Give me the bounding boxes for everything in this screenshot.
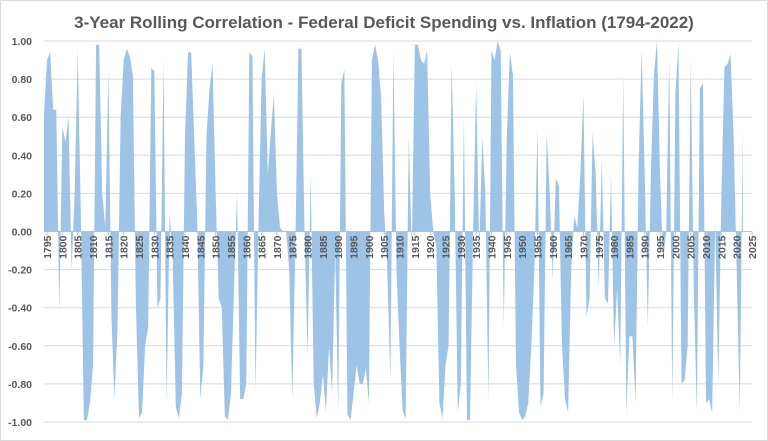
x-tick-label: 1870 [272, 235, 284, 259]
y-tick-label: -1.00 [8, 417, 32, 429]
x-tick-label: 1955 [532, 235, 544, 259]
x-tick-label: 1855 [226, 235, 238, 259]
x-tick-label: 1865 [257, 235, 269, 259]
x-tick-label: 1995 [655, 235, 667, 259]
x-tick-label: 1795 [42, 235, 54, 259]
x-tick-label: 1980 [609, 235, 621, 259]
y-tick-label: 0.80 [12, 74, 33, 86]
x-tick-label: 1800 [57, 235, 69, 259]
x-tick-label: 2005 [686, 235, 698, 259]
x-tick-label: 1885 [318, 235, 330, 259]
x-axis-ticks: 1795 1800 1805 1810 1815 1820 1825 1830 1835 1840… [42, 231, 759, 259]
x-tick-label: 1820 [119, 235, 131, 259]
x-tick-label: 1965 [563, 235, 575, 259]
x-tick-label: 1810 [88, 235, 100, 259]
x-tick-label: 1860 [241, 235, 253, 259]
y-tick-label: 1.00 [12, 36, 33, 48]
y-tick-label: 0.60 [12, 112, 33, 124]
x-tick-label: 1830 [149, 235, 161, 259]
x-tick-label: 2000 [670, 235, 682, 259]
correlation-area [44, 41, 743, 421]
x-tick-label: 1935 [471, 235, 483, 259]
x-tick-label: 1985 [624, 235, 636, 259]
x-tick-label: 1805 [73, 235, 85, 259]
chart-title: 3-Year Rolling Correlation - Federal Def… [74, 13, 694, 32]
x-tick-label: 1970 [578, 235, 590, 259]
x-tick-label: 1945 [502, 235, 514, 259]
x-tick-label: 1905 [379, 235, 391, 259]
y-tick-label: -0.80 [8, 379, 32, 391]
x-tick-label: 1910 [395, 235, 407, 259]
y-tick-label: -0.20 [8, 265, 32, 277]
x-tick-label: 1940 [486, 235, 498, 259]
x-tick-label: 1835 [165, 235, 177, 259]
x-tick-label: 2020 [732, 235, 744, 259]
y-tick-label: 0.20 [12, 188, 33, 200]
x-tick-label: 2010 [701, 235, 713, 259]
x-tick-label: 1975 [594, 235, 606, 259]
x-tick-label: 1850 [211, 235, 223, 259]
x-tick-label: 1825 [134, 235, 146, 259]
x-tick-label: 2025 [747, 235, 759, 259]
y-axis-ticks: -1.00 -0.80 -0.60 -0.40 -0.20 0.00 0.20 0.40 0.6… [8, 36, 32, 429]
x-tick-label: 1890 [333, 235, 345, 259]
y-tick-label: 0.00 [12, 227, 33, 239]
x-tick-label: 1815 [103, 235, 115, 259]
y-tick-label: 0.40 [12, 150, 33, 162]
x-tick-label: 1930 [456, 235, 468, 259]
x-tick-label: 1915 [410, 235, 422, 259]
x-tick-label: 2015 [716, 235, 728, 259]
x-tick-label: 1840 [180, 235, 192, 259]
y-tick-label: -0.60 [8, 341, 32, 353]
x-tick-label: 1880 [303, 235, 315, 259]
correlation-series [44, 41, 743, 421]
x-tick-label: 1920 [425, 235, 437, 259]
x-tick-label: 1875 [287, 235, 299, 259]
x-tick-label: 1950 [517, 235, 529, 259]
gridlines [44, 40, 752, 423]
x-tick-label: 1895 [349, 235, 361, 259]
x-tick-label: 1960 [548, 235, 560, 259]
x-tick-label: 1845 [195, 235, 207, 259]
x-tick-label: 1990 [640, 235, 652, 259]
x-tick-label: 1925 [441, 235, 453, 259]
x-tick-label: 1900 [364, 235, 376, 259]
y-tick-label: -0.40 [8, 303, 32, 315]
